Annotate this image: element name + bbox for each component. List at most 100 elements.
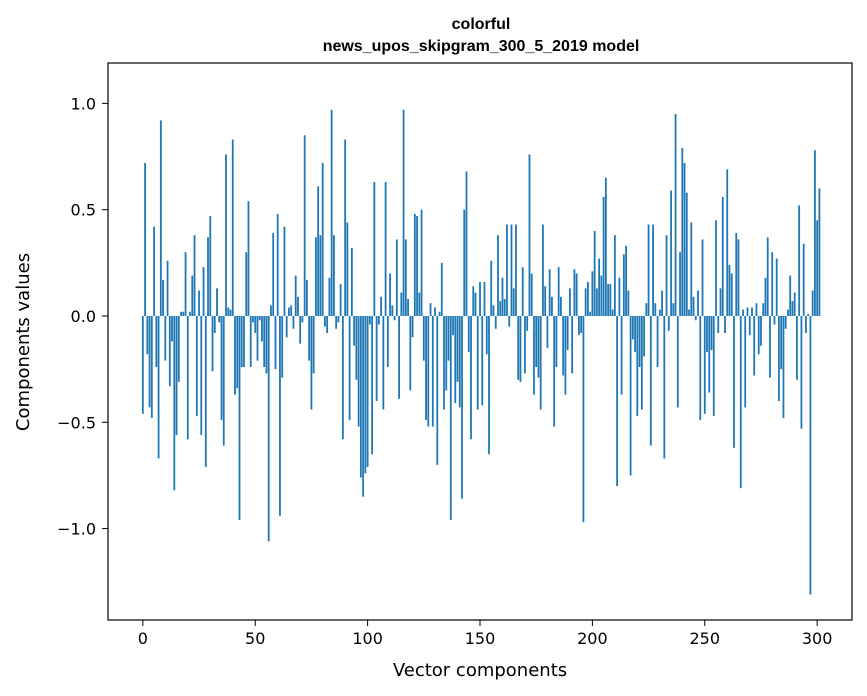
bar-190 bbox=[569, 288, 571, 316]
bar-226 bbox=[649, 315, 652, 446]
bar-140 bbox=[456, 315, 459, 382]
bar-90 bbox=[344, 139, 347, 316]
bar-273 bbox=[755, 303, 758, 316]
x-tick-label: 0 bbox=[138, 629, 148, 648]
bar-164 bbox=[510, 224, 513, 316]
bar-262 bbox=[730, 273, 733, 316]
y-axis: −1.0 −0.5 0.0 0.5 1.0 bbox=[57, 94, 108, 539]
bar-235 bbox=[670, 190, 672, 316]
bar-3 bbox=[148, 315, 151, 408]
bar-86 bbox=[335, 315, 338, 329]
bar-105 bbox=[377, 315, 380, 325]
bar-18 bbox=[182, 311, 185, 316]
bar-85 bbox=[333, 235, 335, 316]
bar-234 bbox=[667, 315, 670, 331]
bar-133 bbox=[440, 262, 443, 316]
bar-120 bbox=[411, 315, 414, 338]
bar-40 bbox=[231, 139, 234, 316]
bar-159 bbox=[499, 301, 502, 316]
bar-46 bbox=[245, 252, 248, 316]
bar-63 bbox=[283, 226, 286, 316]
bar-65 bbox=[288, 307, 290, 316]
bar-268 bbox=[744, 315, 747, 408]
bar-197 bbox=[584, 288, 587, 316]
bar-263 bbox=[733, 315, 735, 448]
bar-287 bbox=[787, 309, 789, 316]
bar-106 bbox=[380, 296, 382, 316]
bar-6 bbox=[155, 315, 158, 368]
bar-142 bbox=[461, 315, 463, 499]
bar-97 bbox=[359, 315, 362, 478]
bar-121 bbox=[413, 213, 416, 316]
bar-136 bbox=[447, 315, 450, 361]
bar-124 bbox=[420, 209, 423, 316]
bar-36 bbox=[222, 315, 225, 446]
bar-13 bbox=[171, 315, 173, 342]
bar-30 bbox=[209, 216, 212, 316]
bar-171 bbox=[526, 315, 529, 331]
bar-25 bbox=[198, 290, 200, 316]
bar-118 bbox=[407, 298, 409, 316]
bar-256 bbox=[717, 315, 720, 333]
bar-96 bbox=[357, 315, 360, 427]
bar-227 bbox=[652, 224, 654, 316]
bar-258 bbox=[721, 196, 724, 316]
bar-129 bbox=[431, 315, 434, 427]
bar-1 bbox=[144, 162, 146, 316]
bar-289 bbox=[791, 301, 794, 316]
bar-109 bbox=[386, 315, 389, 368]
bar-76 bbox=[312, 315, 315, 374]
bar-283 bbox=[778, 315, 780, 402]
bar-170 bbox=[524, 315, 526, 374]
bar-277 bbox=[764, 277, 767, 316]
bar-218 bbox=[631, 315, 634, 340]
bar-14 bbox=[173, 315, 176, 491]
bar-250 bbox=[703, 315, 706, 414]
bar-152 bbox=[483, 281, 486, 316]
bar-233 bbox=[665, 235, 668, 316]
bar-99 bbox=[364, 315, 367, 474]
bar-260 bbox=[726, 169, 729, 316]
bar-216 bbox=[627, 290, 630, 316]
x-tick-label: 300 bbox=[802, 629, 833, 648]
bar-257 bbox=[719, 288, 722, 316]
bar-130 bbox=[434, 307, 436, 316]
bar-181 bbox=[548, 269, 551, 316]
bar-51 bbox=[256, 315, 259, 361]
bar-55 bbox=[265, 315, 268, 374]
bar-91 bbox=[346, 222, 349, 316]
bar-208 bbox=[609, 284, 612, 316]
bar-175 bbox=[535, 315, 538, 368]
bar-293 bbox=[800, 315, 803, 429]
bar-193 bbox=[575, 273, 578, 316]
bar-232 bbox=[663, 315, 666, 459]
x-tick-label: 100 bbox=[352, 629, 383, 648]
bar-266 bbox=[739, 315, 742, 489]
bar-274 bbox=[757, 315, 760, 355]
bar-187 bbox=[562, 315, 565, 376]
bar-47 bbox=[247, 201, 250, 316]
bar-261 bbox=[728, 264, 731, 316]
bar-173 bbox=[530, 273, 533, 316]
bar-74 bbox=[308, 315, 311, 361]
x-axis-label: Vector components bbox=[393, 660, 567, 681]
bar-252 bbox=[708, 315, 711, 393]
bar-39 bbox=[229, 309, 232, 316]
bar-264 bbox=[735, 233, 738, 316]
bar-4 bbox=[150, 315, 153, 419]
bar-301 bbox=[818, 188, 821, 316]
bar-57 bbox=[270, 305, 272, 316]
bar-143 bbox=[463, 209, 466, 316]
bar-44 bbox=[240, 315, 243, 368]
bar-21 bbox=[189, 311, 191, 316]
bar-27 bbox=[202, 267, 205, 316]
bar-185 bbox=[557, 267, 560, 316]
bar-48 bbox=[249, 315, 252, 368]
bar-231 bbox=[661, 290, 663, 316]
bar-204 bbox=[600, 275, 603, 316]
bar-2 bbox=[146, 315, 149, 355]
bar-89 bbox=[341, 315, 344, 440]
bar-87 bbox=[337, 315, 340, 323]
bar-279 bbox=[769, 315, 771, 378]
bar-284 bbox=[780, 315, 783, 370]
